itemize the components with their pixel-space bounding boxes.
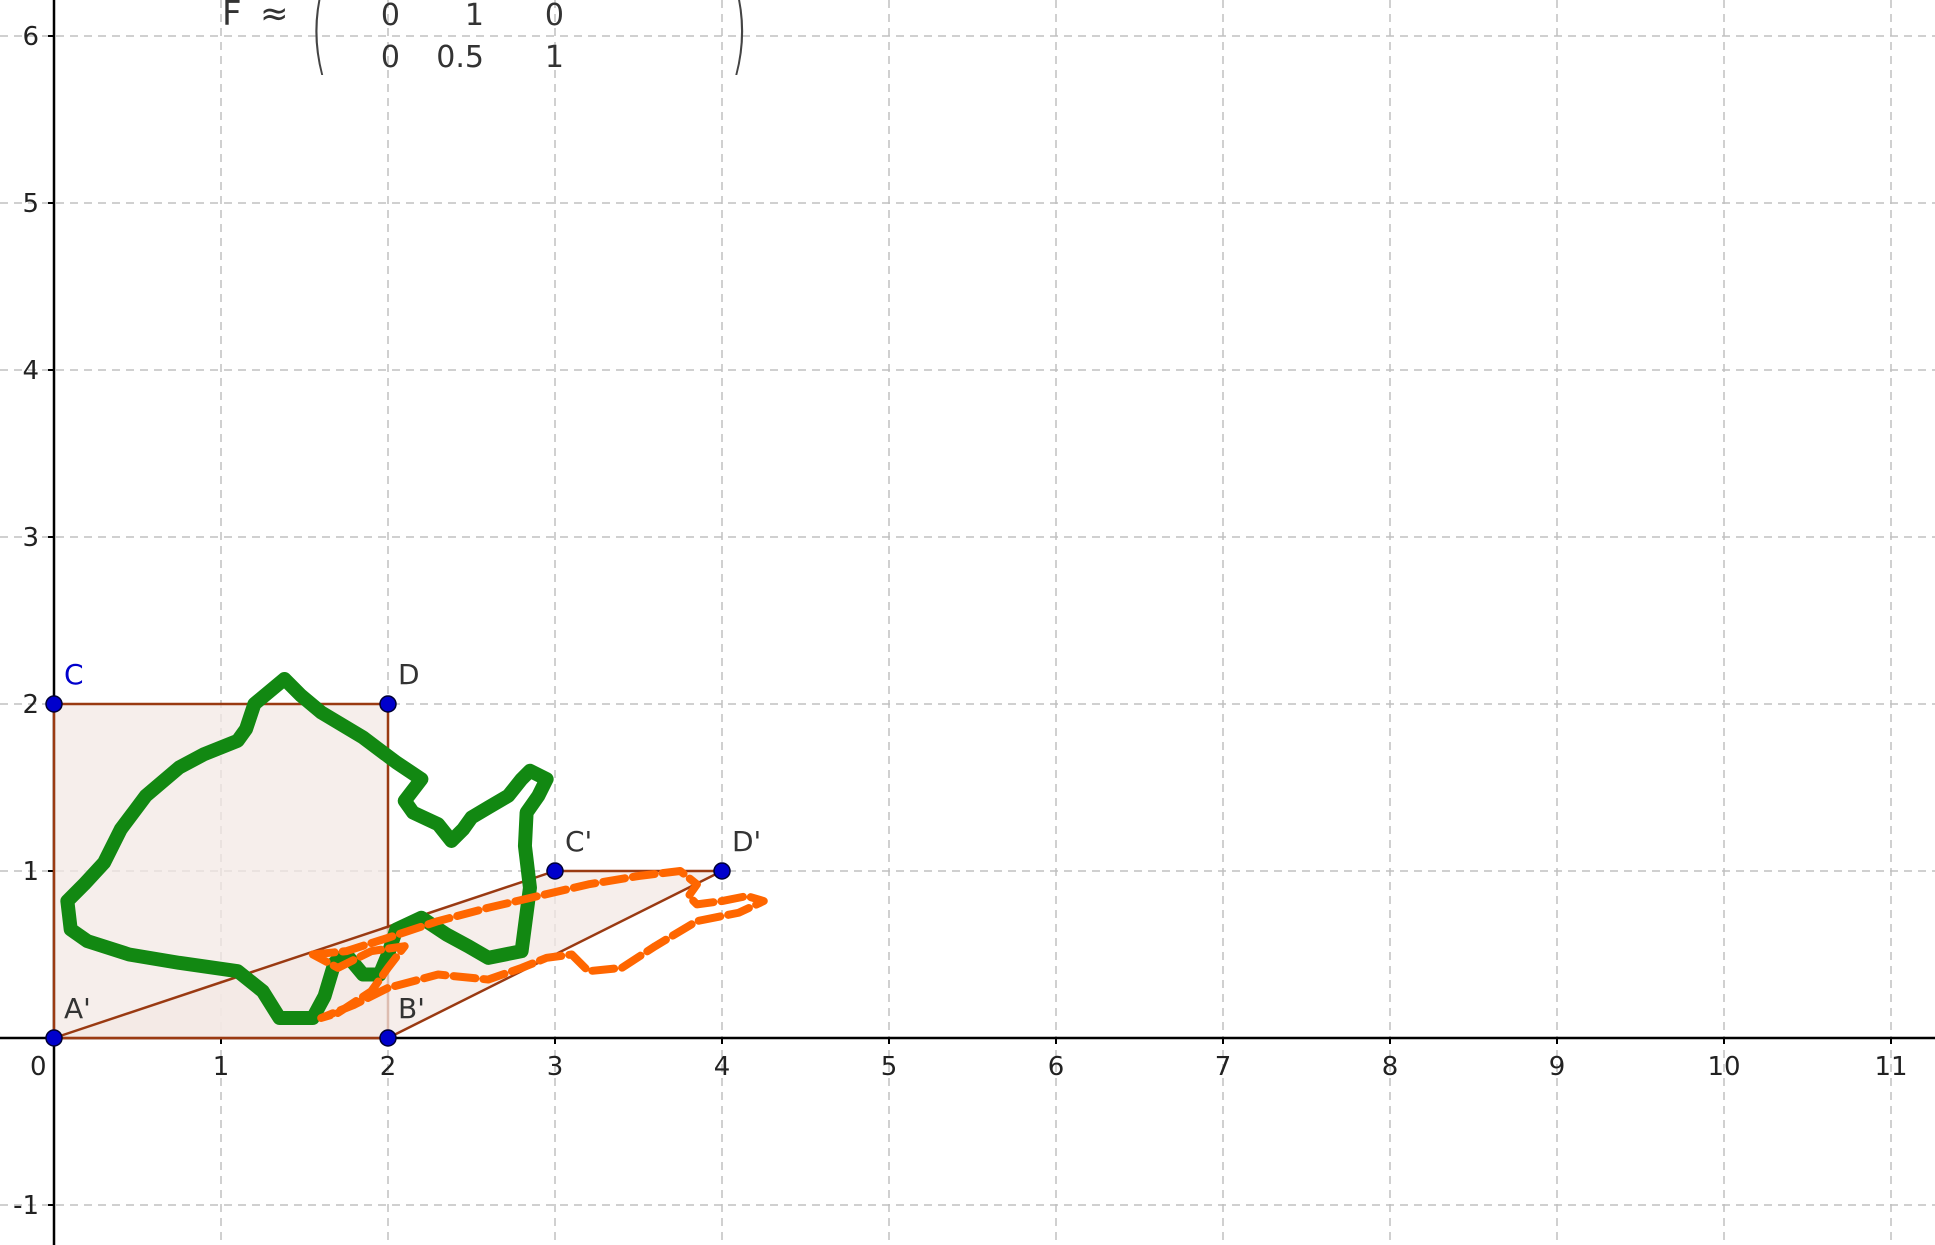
left-paren-icon: ( [310, 0, 328, 86]
orange-freehand-stroke [308, 867, 768, 1022]
pen-strokes [60, 671, 768, 1025]
approx-symbol: ≈ [260, 0, 289, 34]
point-label: C [64, 658, 84, 691]
green-freehand-stroke [60, 671, 554, 1025]
x-tick-label: 6 [1048, 1052, 1065, 1082]
point-c-prime [546, 862, 564, 880]
x-tick-label: 1 [213, 1052, 230, 1082]
y-tick-label: -1 [13, 1191, 39, 1221]
point-label: C' [565, 825, 592, 858]
point-d-prime [713, 862, 731, 880]
x-tick-label: 9 [1549, 1052, 1566, 1082]
matrix-cell: 0 [380, 40, 400, 75]
point-label: B' [398, 992, 425, 1025]
point-label: D [398, 658, 420, 691]
x-tick-label: 0 [30, 1052, 47, 1082]
y-tick-label: 2 [22, 690, 39, 720]
x-tick-label: 8 [1382, 1052, 1399, 1082]
point-b-prime [379, 1029, 397, 1047]
x-tick-label: 4 [714, 1052, 731, 1082]
matrix-cell: 0 [380, 0, 400, 33]
y-tick-label: 6 [22, 22, 39, 52]
y-tick-label: 1 [22, 857, 39, 887]
point-c [45, 695, 63, 713]
x-tick-label: 10 [1707, 1052, 1740, 1082]
point-label: D' [732, 825, 761, 858]
point-label: A' [64, 992, 91, 1025]
points: C D A' B' C' D' [45, 658, 761, 1047]
matrix-cell: 0.5 [436, 40, 484, 75]
x-tick-label: 7 [1215, 1052, 1232, 1082]
x-tick-label: 3 [547, 1052, 564, 1082]
matrix-cell: 1 [464, 0, 484, 33]
x-tick-label: 5 [881, 1052, 898, 1082]
y-tick-label: 5 [22, 189, 39, 219]
right-paren-icon: ) [730, 0, 748, 86]
x-tick-label: 11 [1874, 1052, 1907, 1082]
y-tick-label: 3 [22, 523, 39, 553]
y-tick-label: 4 [22, 356, 39, 386]
point-d [379, 695, 397, 713]
point-a-prime [45, 1029, 63, 1047]
matrix-name: F [222, 0, 242, 34]
matrix-cell: 0 [544, 0, 564, 33]
x-tick-label: 2 [380, 1052, 397, 1082]
matrix-cell: 1 [544, 40, 564, 75]
